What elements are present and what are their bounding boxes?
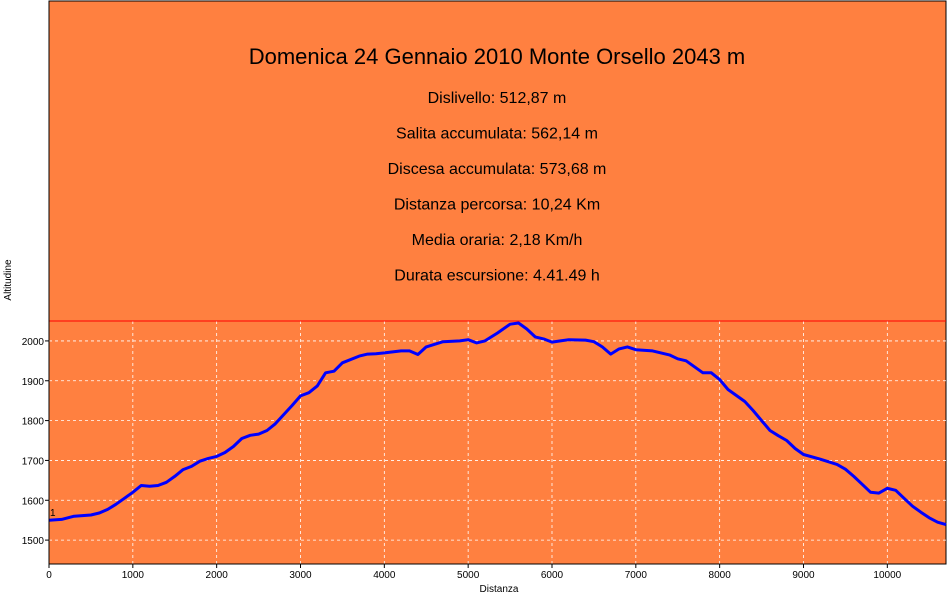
start-marker: 1 [50, 508, 56, 519]
stat-line: Durata escursione: 4.41.49 h [394, 268, 599, 285]
stat-line: Distanza percorsa: 10,24 Km [394, 197, 600, 214]
x-tick-label: 10000 [873, 570, 901, 581]
x-tick-label: 4000 [373, 570, 396, 581]
y-ticks: 1500 1600 1700 1800 1900 2000 [22, 337, 49, 547]
stat-line: Discesa accumulata: 573,68 m [388, 161, 607, 178]
stats-block: Dislivello: 512,87 m Salita accumulata: 5… [388, 90, 607, 285]
y-tick-label: 1900 [22, 377, 45, 388]
y-tick-label: 1700 [22, 456, 45, 467]
y-tick-label: 1600 [22, 496, 45, 507]
chart-title: Domenica 24 Gennaio 2010 Monte Orsello 2… [249, 44, 746, 69]
grid [49, 321, 946, 564]
elevation-series-line [48, 321, 947, 527]
y-tick-label: 2000 [22, 337, 45, 348]
y-tick-label: 1800 [22, 417, 45, 428]
y-axis-label: Altitudine [3, 259, 14, 301]
x-tick-label: 6000 [541, 570, 564, 581]
x-tick-label: 3000 [289, 570, 312, 581]
stat-line: Dislivello: 512,87 m [428, 90, 567, 107]
x-tick-label: 8000 [709, 570, 732, 581]
x-tick-label: 5000 [457, 570, 480, 581]
x-tick-label: 0 [46, 570, 52, 581]
x-axis-label: Distanza [480, 584, 519, 594]
stat-line: Salita accumulata: 562,14 m [396, 126, 598, 143]
stat-line: Media oraria: 2,18 Km/h [412, 232, 583, 249]
x-tick-label: 1000 [122, 570, 145, 581]
x-tick-label: 9000 [792, 570, 815, 581]
x-ticks: 0 1000 2000 3000 4000 5000 6000 7000 8000 9000 100… [46, 564, 902, 581]
chart-background [48, 0, 947, 565]
x-tick-label: 7000 [625, 570, 648, 581]
x-tick-label: 2000 [206, 570, 229, 581]
y-tick-label: 1500 [22, 536, 45, 547]
